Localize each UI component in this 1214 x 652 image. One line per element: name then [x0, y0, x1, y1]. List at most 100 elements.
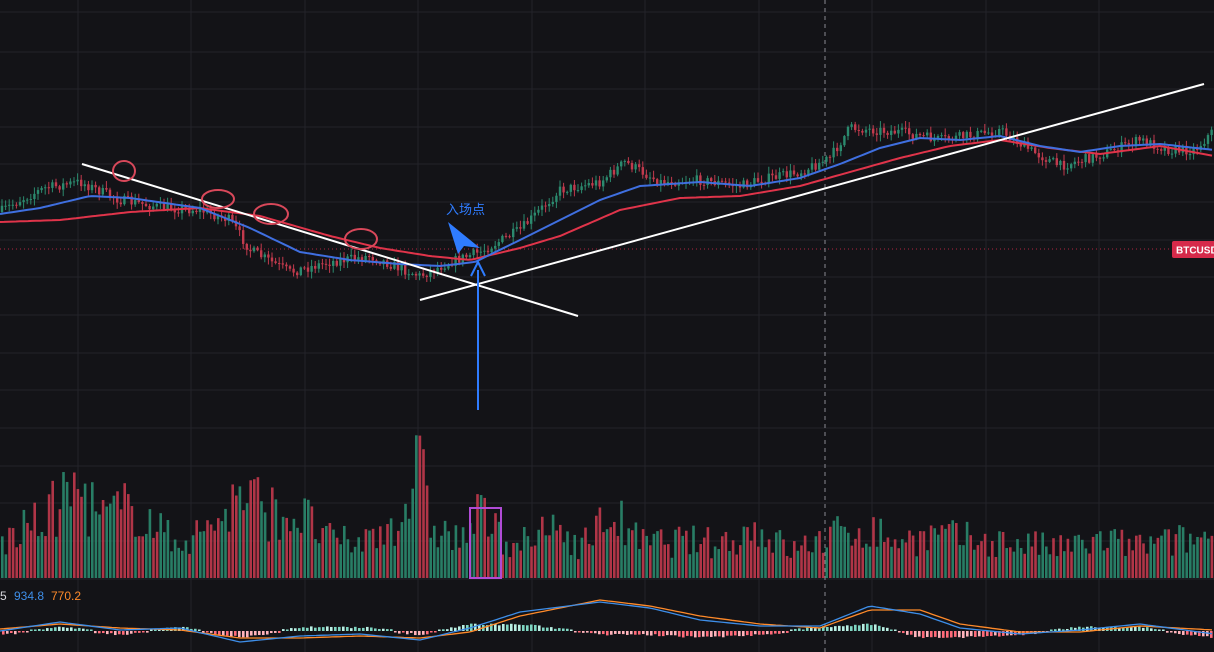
macd-histogram-bar [90, 629, 93, 631]
volume-bar [663, 544, 666, 578]
volume-bar [537, 529, 540, 578]
candle-body [548, 203, 551, 207]
volume-bar [591, 545, 594, 578]
volume-bar [181, 550, 184, 578]
macd-histogram-bar [1182, 631, 1185, 635]
macd-histogram-bar [574, 631, 577, 633]
candle-body [760, 181, 763, 183]
candle-body [1037, 153, 1040, 158]
macd-histogram-bar [146, 631, 149, 633]
resistance-circles [112, 160, 378, 250]
volume-bar [206, 520, 209, 578]
trendline-descending [81, 163, 579, 317]
candle-body [612, 169, 616, 175]
volume-bar [145, 533, 148, 578]
macd-histogram-bar [18, 631, 21, 633]
candle-body [666, 181, 670, 185]
volume-bar [1041, 532, 1044, 578]
macd-histogram-bar [874, 624, 877, 631]
volume-bar [803, 535, 807, 578]
macd-histogram-bar [1130, 627, 1133, 631]
volume-bar [321, 528, 324, 578]
volume-bar [562, 542, 566, 578]
macd-histogram-bar [230, 631, 233, 638]
volume-bar [645, 535, 648, 578]
volume-bar [800, 545, 803, 578]
macd-histogram-bar [974, 631, 977, 637]
macd-histogram-bar [1018, 631, 1021, 635]
macd-histogram-bar [62, 627, 65, 631]
macd-histogram-bar [358, 628, 361, 631]
candle-body [267, 254, 270, 258]
candle-body [1134, 137, 1138, 147]
candle-body [850, 124, 853, 127]
volume-bar [656, 531, 659, 578]
ema-fast-line [0, 134, 1213, 268]
volume-bar [116, 491, 119, 578]
macd-histogram-bar [886, 627, 889, 631]
volume-bar [1142, 543, 1145, 578]
volume-bar [47, 494, 51, 578]
candle-body [137, 200, 140, 203]
macd-histogram-bar [194, 628, 197, 631]
candle-body [540, 205, 544, 210]
macd-histogram-bar [414, 631, 417, 636]
macd-histogram-bar [778, 631, 781, 634]
trendlines[interactable] [81, 83, 1205, 317]
volume-bar [829, 526, 832, 578]
macd-histogram-bar [698, 631, 701, 638]
volume-bar [130, 506, 134, 578]
macd-histogram-bar [266, 631, 269, 635]
volume-bar [407, 518, 411, 578]
macd-histogram-bar [310, 626, 313, 631]
candle-body [915, 133, 918, 139]
candle-body [317, 263, 320, 269]
macd-histogram-bar [210, 631, 213, 633]
macd-histogram-bar [942, 631, 945, 638]
volume-bar [703, 537, 706, 578]
price-badge[interactable]: BTCUSD [1172, 241, 1214, 258]
candle-body [879, 127, 882, 135]
volume-bar [843, 526, 846, 578]
volume-bar [339, 544, 342, 578]
macd-histogram-bar [546, 627, 549, 631]
volume-bar [389, 518, 393, 578]
macd-histogram-bar [766, 631, 769, 635]
macd-histogram-bar [814, 628, 817, 631]
candle-body [58, 186, 61, 190]
volume-bar [821, 552, 825, 578]
volume-bar [523, 527, 526, 578]
macd-histogram-bar [374, 628, 377, 631]
macd-histogram-bar [538, 625, 541, 631]
candle-body [119, 202, 122, 205]
volume-bar [1196, 536, 1199, 578]
volume-bar [289, 531, 292, 578]
candle-body [947, 136, 950, 140]
volume-bar [609, 527, 612, 578]
macd-histogram-bar [306, 627, 309, 631]
candle-body [519, 227, 522, 229]
macd-histogram-bar [870, 625, 873, 631]
candle-body [1073, 161, 1076, 165]
volume-bar [285, 517, 288, 578]
volume-bar [425, 485, 429, 578]
macd-histogram-bar [910, 631, 913, 635]
volume-bar [1084, 548, 1088, 578]
volume-bar [922, 531, 926, 578]
candle-body [1019, 143, 1022, 147]
volume-bar [465, 542, 468, 578]
macd-histogram-bar [246, 631, 249, 638]
macd-histogram-bar [362, 627, 365, 631]
volume-bar [605, 529, 609, 578]
candle-body [130, 196, 133, 205]
candle-body [36, 190, 40, 194]
candle-body [699, 175, 702, 185]
candle-body [339, 258, 342, 266]
candle-body [260, 250, 263, 258]
candle-body [1188, 154, 1192, 156]
macd-histogram-bar [382, 628, 385, 631]
candle-body [357, 257, 360, 260]
macd-histogram-bar [154, 629, 157, 631]
